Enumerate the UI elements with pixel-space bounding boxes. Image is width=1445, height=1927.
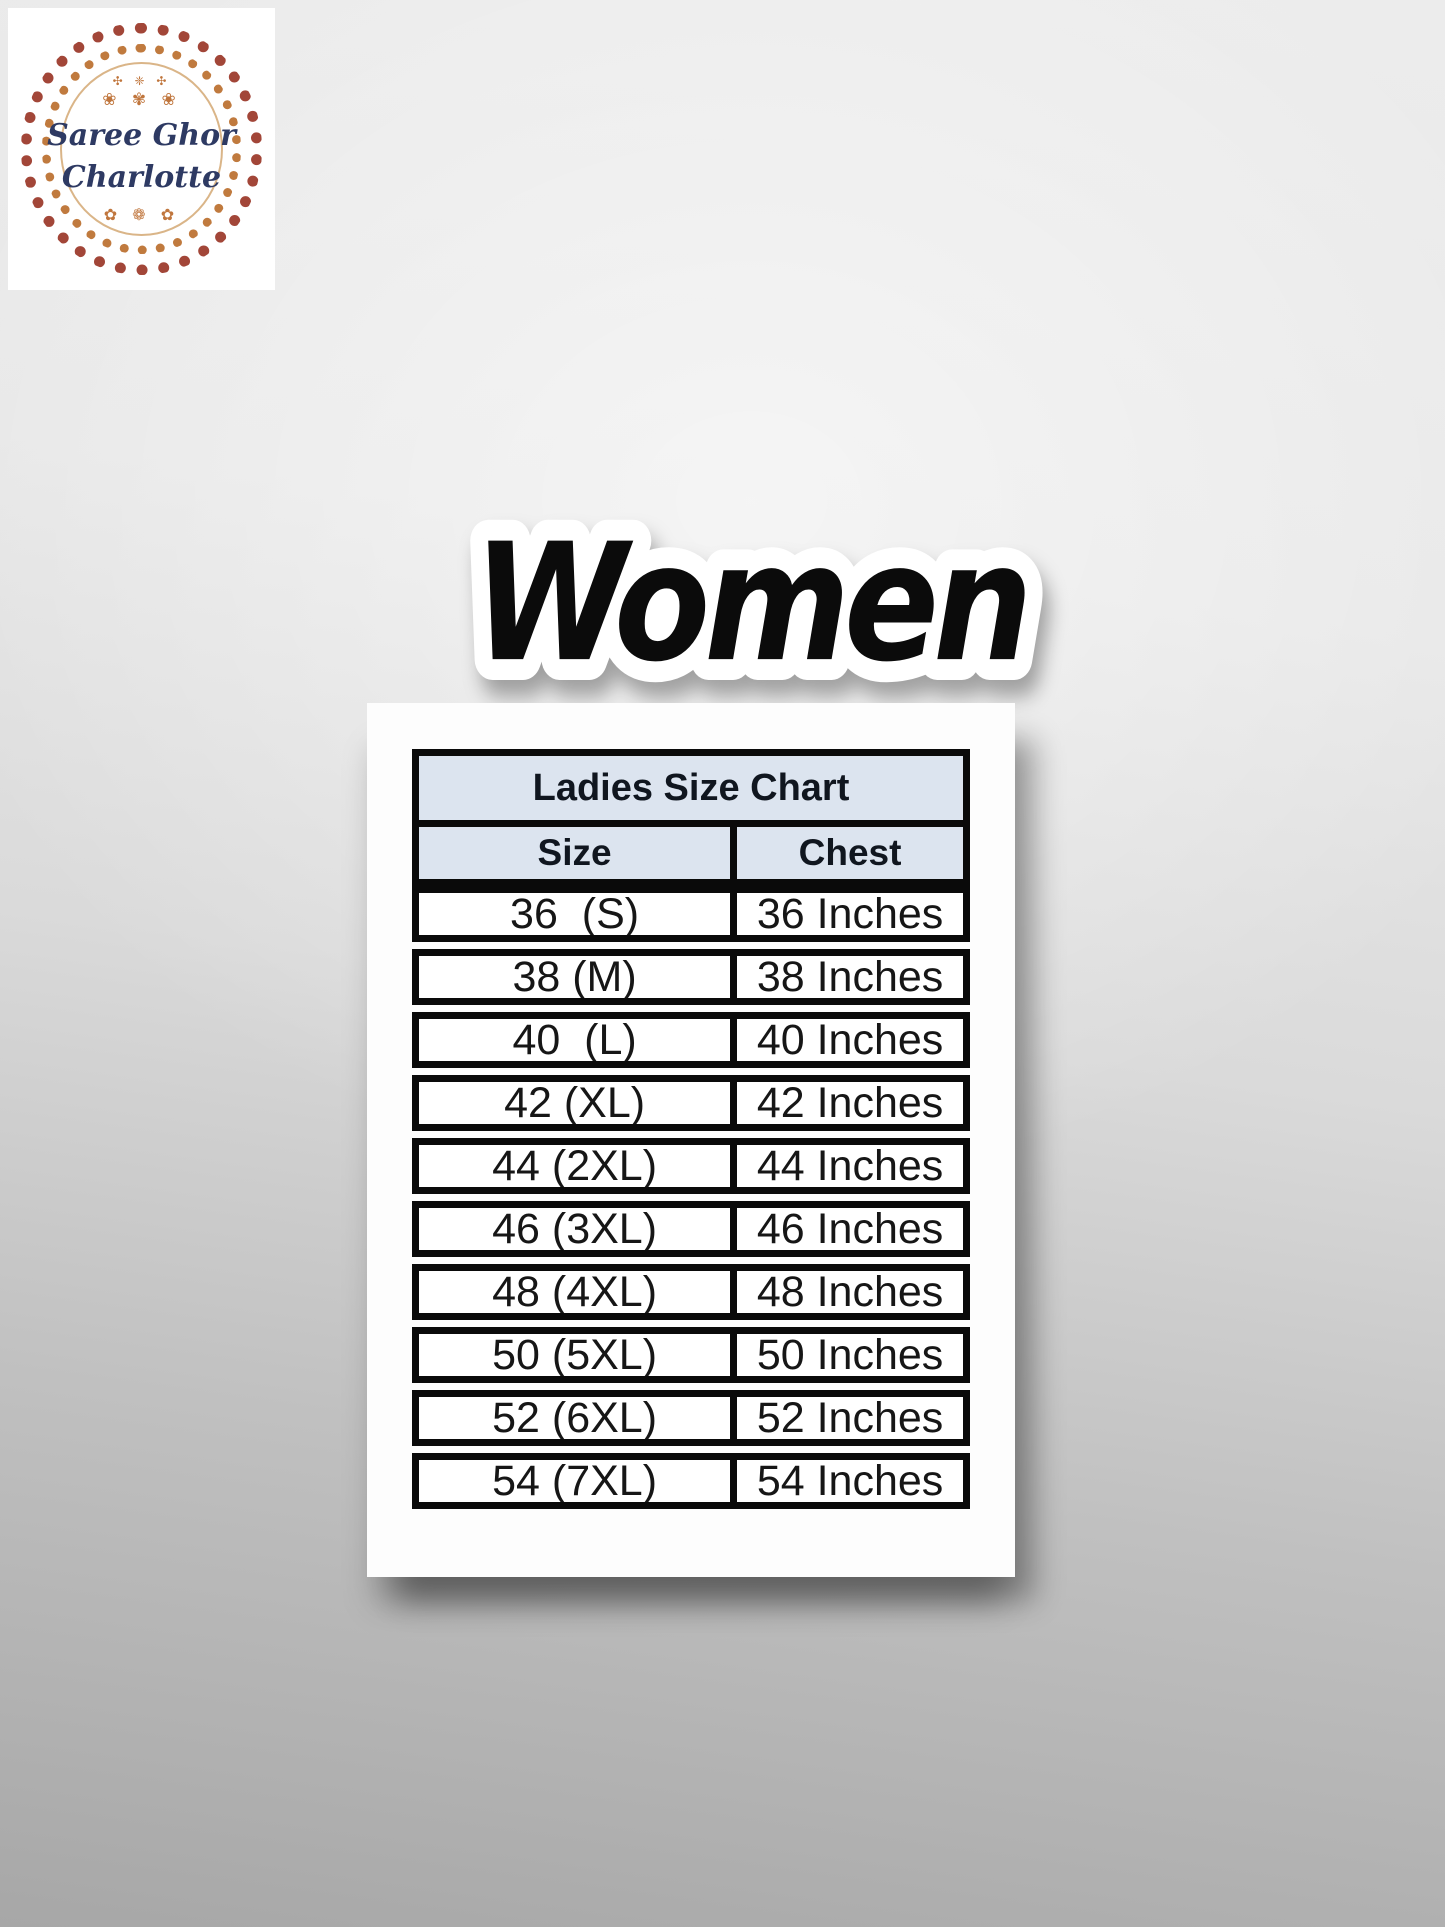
chest-cell: 52 Inches	[730, 1397, 963, 1439]
size-chart-card: Ladies Size Chart Size Chest 36 (S) 36 I…	[367, 703, 1015, 1577]
chest-cell: 50 Inches	[730, 1334, 963, 1376]
floral-ornament-icon: ✿ ❁ ✿	[103, 205, 180, 224]
chest-cell: 38 Inches	[730, 956, 963, 998]
size-cell: 50 (5XL)	[492, 1334, 658, 1376]
size-cell: 38 (M)	[512, 956, 637, 998]
table-row: 54 (7XL) 54 Inches	[412, 1453, 970, 1509]
brand-logo-card: ✣ ❈ ✣ ❀ ✾ ❀ Saree Ghor Charlotte ✿ ❁ ✿	[8, 8, 275, 290]
size-cell: 42 (XL)	[504, 1082, 646, 1124]
floral-ornament-icon: ✣ ❈ ✣	[112, 74, 171, 88]
logo-inner-circle: ✣ ❈ ✣ ❀ ✾ ❀ Saree Ghor Charlotte ✿ ❁ ✿	[47, 62, 236, 236]
floral-ornament-icon: ❀ ✾ ❀	[102, 90, 181, 110]
table-row: 44 (2XL) 44 Inches	[412, 1138, 970, 1194]
table-header-row: Size Chest	[412, 820, 970, 886]
table-row: 50 (5XL) 50 Inches	[412, 1327, 970, 1383]
chest-cell: 46 Inches	[730, 1208, 963, 1250]
table-row: 40 (L) 40 Inches	[412, 1012, 970, 1068]
chest-cell: 40 Inches	[730, 1019, 963, 1061]
table-title: Ladies Size Chart	[532, 766, 850, 809]
column-header-size: Size	[537, 832, 612, 873]
table-row: 38 (M) 38 Inches	[412, 949, 970, 1005]
chest-cell: 44 Inches	[730, 1145, 963, 1187]
brand-name: Saree Ghor Charlotte	[47, 115, 236, 199]
size-cell: 36 (S)	[510, 893, 640, 935]
column-header-chest: Chest	[730, 827, 963, 879]
size-chart-table: Ladies Size Chart Size Chest 36 (S) 36 I…	[412, 749, 970, 1509]
size-cell: 46 (3XL)	[492, 1208, 658, 1250]
chest-cell: 42 Inches	[730, 1082, 963, 1124]
size-cell: 44 (2XL)	[492, 1145, 658, 1187]
size-cell: 54 (7XL)	[492, 1460, 658, 1502]
women-heading-sticker: Women	[454, 489, 1052, 717]
size-cell: 48 (4XL)	[492, 1271, 658, 1313]
table-row: 48 (4XL) 48 Inches	[412, 1264, 970, 1320]
logo-branch-ring-icon: ✣ ❈ ✣ ❀ ✾ ❀ Saree Ghor Charlotte ✿ ❁ ✿	[42, 44, 241, 254]
chest-cell: 36 Inches	[730, 893, 963, 935]
table-row: 46 (3XL) 46 Inches	[412, 1201, 970, 1257]
table-row: 42 (XL) 42 Inches	[412, 1075, 970, 1131]
chest-cell: 54 Inches	[730, 1460, 963, 1502]
chest-cell: 48 Inches	[730, 1271, 963, 1313]
brand-name-line1: Saree Ghor	[47, 118, 236, 153]
size-cell: 52 (6XL)	[492, 1397, 658, 1439]
table-row: 52 (6XL) 52 Inches	[412, 1390, 970, 1446]
size-cell: 40 (L)	[512, 1019, 637, 1061]
brand-name-line2: Charlotte	[61, 160, 222, 195]
table-row: 36 (S) 36 Inches	[412, 886, 970, 942]
table-title-row: Ladies Size Chart	[412, 749, 970, 820]
women-heading-text: Women	[473, 508, 1026, 698]
logo-lace-ring-icon: ✣ ❈ ✣ ❀ ✾ ❀ Saree Ghor Charlotte ✿ ❁ ✿	[21, 23, 262, 275]
